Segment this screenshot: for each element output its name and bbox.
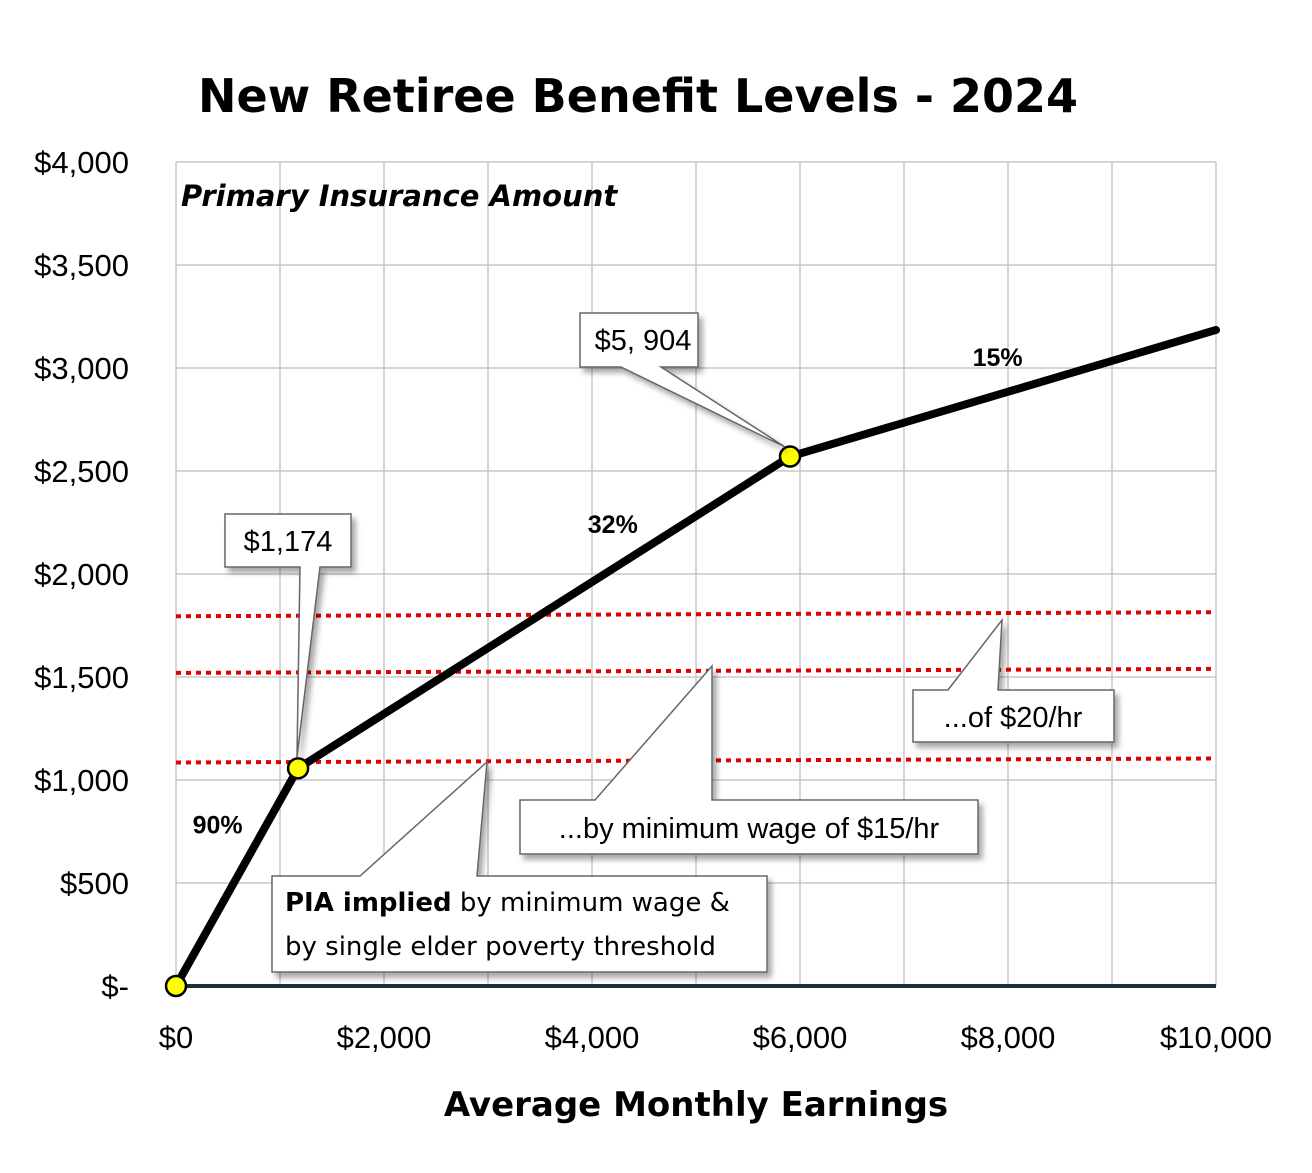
bend-point-marker	[286, 757, 310, 780]
callout-20hr-box	[912, 617, 1115, 743]
rate-labels: 90% 32% 15%	[193, 344, 1023, 840]
x-tick-label: $0	[159, 1020, 193, 1055]
callout-20hr-label: ...of $20/hr	[944, 702, 1083, 734]
callout-5904: $5, 904	[579, 312, 786, 448]
x-axis-title: Average Monthly Earnings	[444, 1085, 948, 1125]
y-tick-label: $3,500	[34, 248, 129, 283]
note-line-2: by single elder poverty threshold	[285, 932, 716, 962]
y-tick-labels: $- $500 $1,000 $1,500 $2,000 $2,500 $3,000 $3,5…	[34, 145, 129, 1004]
callout-15hr: ...by minimum wage of $15/hr	[519, 664, 979, 855]
callout-1174: $1,174	[224, 513, 352, 758]
x-tick-label: $8,000	[961, 1020, 1056, 1055]
y-tick-label: $2,000	[34, 557, 129, 592]
x-tick-label: $6,000	[753, 1020, 848, 1055]
rate-label: 90%	[193, 812, 243, 840]
chart-title: New Retiree Benefit Levels - 2024	[198, 69, 1078, 123]
y-tick-label: $4,000	[34, 145, 129, 180]
x-tick-label: $4,000	[545, 1020, 640, 1055]
reference-line	[175, 666, 1217, 675]
bend-point-markers	[164, 445, 802, 998]
y-tick-label: $2,500	[34, 454, 129, 489]
note-line-1: PIA implied by minimum wage &	[285, 888, 730, 918]
y-tick-label: $-	[101, 969, 129, 1004]
callout-15hr-label: ...by minimum wage of $15/hr	[559, 813, 940, 845]
rate-label: 32%	[588, 511, 638, 539]
y-tick-label: $1,500	[34, 660, 129, 695]
rate-label: 15%	[973, 344, 1023, 372]
pia-line	[172, 325, 1220, 990]
callout-1174-box	[224, 513, 352, 758]
callout-15hr-box	[519, 664, 979, 855]
x-tick-labels: $0 $2,000 $4,000 $6,000 $8,000 $10,000	[159, 1020, 1272, 1055]
callout-5904-label: $5, 904	[595, 325, 692, 357]
note-bold: PIA implied	[285, 888, 452, 918]
y-axis-title: Primary Insurance Amount	[181, 179, 618, 213]
callout-pia-note-box	[271, 760, 768, 973]
note-line-1-rest: by minimum wage &	[452, 888, 730, 918]
x-tick-label: $2,000	[337, 1020, 432, 1055]
y-tick-label: $500	[60, 866, 129, 901]
callout-1174-label: $1,174	[244, 526, 333, 558]
x-tick-label: $10,000	[1160, 1020, 1272, 1055]
callout-5904-box	[579, 312, 786, 448]
callout-20hr: ...of $20/hr	[912, 617, 1115, 743]
reference-line	[175, 610, 1217, 619]
callout-pia-note: PIA implied by minimum wage & by single …	[271, 760, 768, 973]
bend-point-marker	[778, 445, 802, 468]
bend-point-marker	[164, 974, 188, 998]
y-tick-label: $3,000	[34, 351, 129, 386]
y-tick-label: $1,000	[34, 763, 129, 798]
grid-lines	[175, 161, 1217, 987]
